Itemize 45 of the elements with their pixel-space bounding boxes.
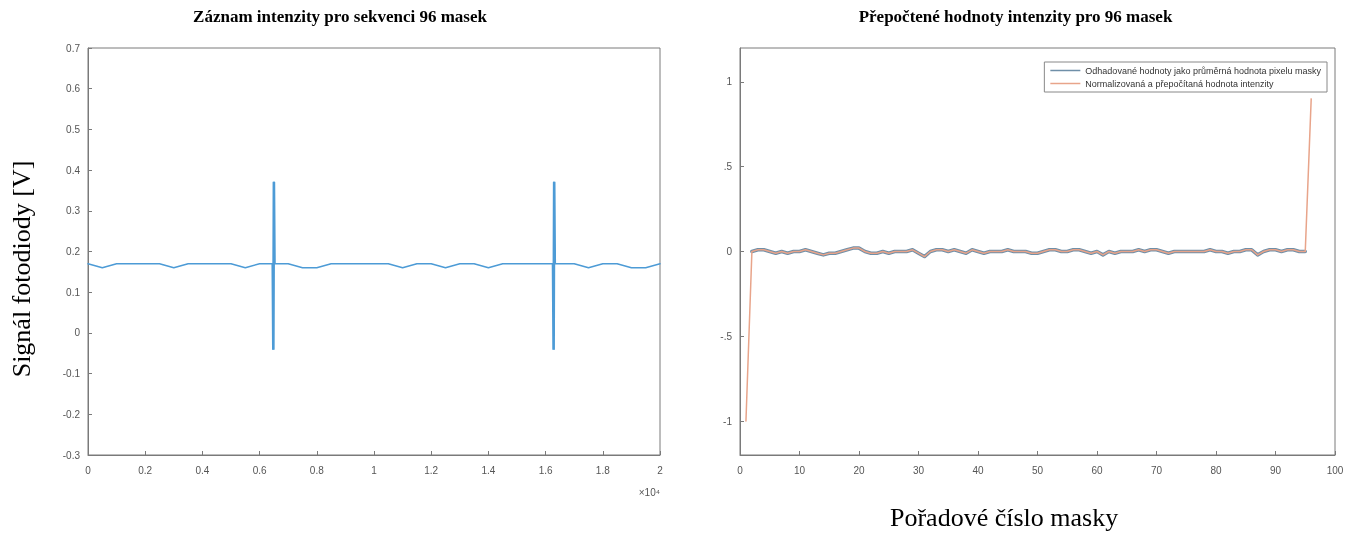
x-tick-label: 100 (1326, 464, 1344, 476)
x-tick-label: 1.4 (481, 464, 496, 476)
x-tick-label: 1 (371, 464, 378, 476)
x-tick-label: 1.2 (424, 464, 439, 476)
y-tick-label: 0 (74, 327, 81, 339)
y-tick-label: 0.5 (66, 123, 81, 135)
y-tick-label: 0 (726, 246, 733, 257)
x-axis-title: Pořadové číslo masky (890, 502, 1119, 532)
y-tick-label: -0.3 (62, 449, 81, 461)
y-tick-label: -.5 (720, 330, 733, 342)
x-tick-label: 1.8 (595, 464, 611, 476)
y-tick-label: 0.6 (66, 83, 81, 95)
x-tick-label: 80 (1210, 464, 1222, 476)
x-tick-label: 0 (737, 464, 744, 476)
text: ×10⁴ (638, 486, 661, 498)
x-tick-label: 50 (1031, 464, 1044, 476)
y-tick-label: .5 (723, 161, 733, 173)
x-tick-label: 10 (793, 464, 806, 476)
y-tick-label: -0.2 (62, 408, 81, 420)
y-tick-label: 1 (726, 76, 733, 88)
x-tick-label: 90 (1269, 464, 1282, 476)
x-tick-label: 0.2 (138, 464, 153, 476)
chart-title: Přepočtené hodnoty intenzity pro 96 masek (858, 7, 1173, 26)
x-tick-label: 2 (657, 464, 664, 476)
legend-label: Odhadované hodnoty jako průměrná hodnota pixelu masky (1085, 65, 1322, 76)
y-tick-label: 0.2 (66, 246, 81, 257)
y-tick-label: 0.7 (66, 42, 81, 54)
y-tick-label: 0.1 (66, 286, 81, 298)
chart-title: Záznam intenzity pro sekvenci 96 masek (193, 7, 488, 26)
x-tick-label: 0 (85, 464, 92, 476)
x-tick-label: 40 (972, 464, 984, 476)
x-tick-label: 70 (1150, 464, 1163, 476)
x-tick-label: 60 (1091, 464, 1103, 476)
y-tick-label: 0.3 (66, 205, 81, 217)
y-tick-label: 0.4 (66, 164, 81, 176)
x-tick-label: 30 (912, 464, 925, 476)
legend-label: Normalizovaná a přepočítaná hodnota intenzity (1085, 78, 1274, 89)
y-axis-title: Signál fotodiody [V] (6, 160, 36, 378)
x-tick-label: 0.8 (309, 464, 325, 476)
x-tick-label: 20 (853, 464, 865, 476)
x-tick-label: 1.6 (538, 464, 553, 476)
y-tick-label: -1 (723, 415, 733, 427)
x-tick-label: 0.4 (195, 464, 210, 476)
y-tick-label: -0.1 (62, 368, 81, 380)
x-tick-label: 0.6 (252, 464, 267, 476)
